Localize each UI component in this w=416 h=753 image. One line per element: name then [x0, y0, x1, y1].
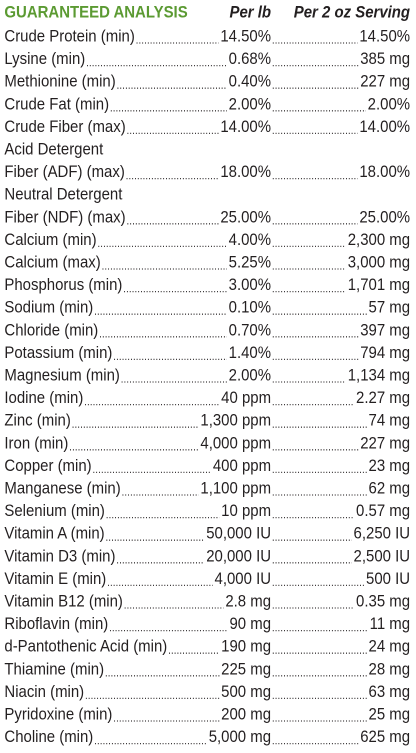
per-lb: 190 mg [221, 638, 271, 656]
row-label: Copper (min) [4, 457, 91, 475]
per-serving: 62 mg [369, 480, 411, 498]
per-serving: 74 mg [369, 412, 411, 430]
row-label: Vitamin B12 (min) [4, 593, 123, 611]
row-label: Pyridoxine (min) [4, 706, 112, 724]
per-lb: 4,000 IU [215, 570, 272, 588]
per-lb: 0.40% [229, 73, 271, 91]
per-lb: 2.00% [229, 95, 271, 113]
row-label: Riboflavin (min) [4, 615, 108, 633]
per-serving: 24 mg [369, 638, 411, 656]
per-lb: 20,000 IU [206, 547, 271, 565]
per-serving: 2,500 IU [354, 547, 411, 565]
row-label: Niacin (min) [4, 683, 84, 701]
row-label: Magnesium (min) [4, 367, 119, 385]
row-label: Chloride (min) [4, 321, 98, 339]
per-serving: 63 mg [369, 683, 411, 701]
row-label: Zinc (min) [4, 412, 70, 430]
per-serving: 397 mg [360, 321, 410, 339]
row-label: Potassium (min) [4, 344, 112, 362]
row-label: Fiber (NDF) (max) [4, 208, 125, 226]
per-lb: 3.00% [229, 276, 271, 294]
per-serving: 227 mg [360, 434, 410, 452]
per-serving: 23 mg [369, 457, 411, 475]
per-lb: 5.25% [229, 254, 271, 272]
per-lb: 400 ppm [213, 457, 271, 475]
row-label: Calcium (min) [4, 231, 96, 249]
row-label: Calcium (max) [4, 254, 100, 272]
per-serving: 794 mg [360, 344, 410, 362]
per-lb: 1.40% [229, 344, 271, 362]
per-lb: 40 ppm [221, 389, 271, 407]
per-lb: 18.00% [220, 163, 271, 181]
per-serving: 1,701 mg [348, 276, 410, 294]
per-lb: 200 mg [221, 706, 271, 724]
row-label: Vitamin E (min) [4, 570, 106, 588]
per-lb: 4.00% [229, 231, 271, 249]
row-label: Fiber (ADF) (max) [4, 163, 124, 181]
per-lb: 25.00% [220, 208, 271, 226]
per-serving: 2.00% [368, 95, 410, 113]
col-header: Per 2 oz Serving [294, 4, 411, 22]
per-serving: 227 mg [360, 73, 410, 91]
row-label: d-Pantothenic Acid (min) [4, 638, 167, 656]
per-serving: 14.50% [359, 28, 410, 46]
row-label: Crude Protein (min) [4, 28, 134, 46]
per-lb: 1,100 ppm [200, 480, 271, 498]
table: GUARANTEED ANALYSIS Per lb Per 2 oz Serv… [4, 4, 410, 747]
row-label: Sodium (min) [4, 299, 93, 317]
row-label: Neutral Detergent [4, 186, 123, 204]
row-label: Selenium (min) [4, 502, 105, 520]
per-lb: 500 mg [221, 683, 271, 701]
row-label: Methionine (min) [4, 73, 115, 91]
row-label: Vitamin D3 (min) [4, 547, 115, 565]
row-label: Choline (min) [4, 728, 93, 746]
row-label: Iron (min) [4, 434, 68, 452]
per-lb: 10 ppm [221, 502, 271, 520]
row-label: Iodine (min) [4, 389, 83, 407]
per-serving: 3,000 mg [348, 254, 410, 272]
per-lb: 14.50% [220, 28, 271, 46]
per-serving: 2.27 mg [356, 389, 410, 407]
per-serving: 6,250 IU [354, 525, 411, 543]
per-serving: 57 mg [369, 299, 411, 317]
per-serving: 25 mg [369, 706, 411, 724]
title: GUARANTEED ANALYSIS [4, 4, 188, 22]
row-label: Phosphorus (min) [4, 276, 122, 294]
per-lb: 2.00% [229, 367, 271, 385]
row-label: Lysine (min) [4, 50, 85, 68]
per-serving: 28 mg [369, 660, 411, 678]
per-lb: 90 mg [229, 615, 271, 633]
per-lb: 50,000 IU [206, 525, 271, 543]
per-serving: 18.00% [359, 163, 410, 181]
per-lb: 225 mg [221, 660, 271, 678]
row-label: Vitamin A (min) [4, 525, 104, 543]
per-lb: 0.70% [229, 321, 271, 339]
per-serving: 0.57 mg [356, 502, 410, 520]
row-label: Crude Fiber (max) [4, 118, 125, 136]
per-lb: 2.8 mg [225, 593, 271, 611]
per-serving: 11 mg [370, 615, 410, 633]
row-label: Acid Detergent [4, 141, 103, 159]
per-serving: 2,300 mg [348, 231, 410, 249]
per-lb: 1,300 ppm [200, 412, 271, 430]
per-serving: 625 mg [360, 728, 410, 746]
per-serving: 500 IU [366, 570, 410, 588]
per-lb: 4,000 ppm [200, 434, 271, 452]
per-lb: 0.68% [229, 50, 271, 68]
per-lb: 14.00% [220, 118, 271, 136]
col-header: Per lb [229, 4, 271, 22]
per-lb: 0.10% [229, 299, 271, 317]
per-serving: 385 mg [360, 50, 410, 68]
per-serving: 14.00% [359, 118, 410, 136]
per-serving: 1,134 mg [348, 367, 410, 385]
per-lb: 5,000 mg [209, 728, 271, 746]
row-label: Crude Fat (min) [4, 95, 109, 113]
row-label: Manganese (min) [4, 480, 120, 498]
row-label: Thiamine (min) [4, 660, 104, 678]
per-serving: 0.35 mg [356, 593, 410, 611]
per-serving: 25.00% [359, 208, 410, 226]
